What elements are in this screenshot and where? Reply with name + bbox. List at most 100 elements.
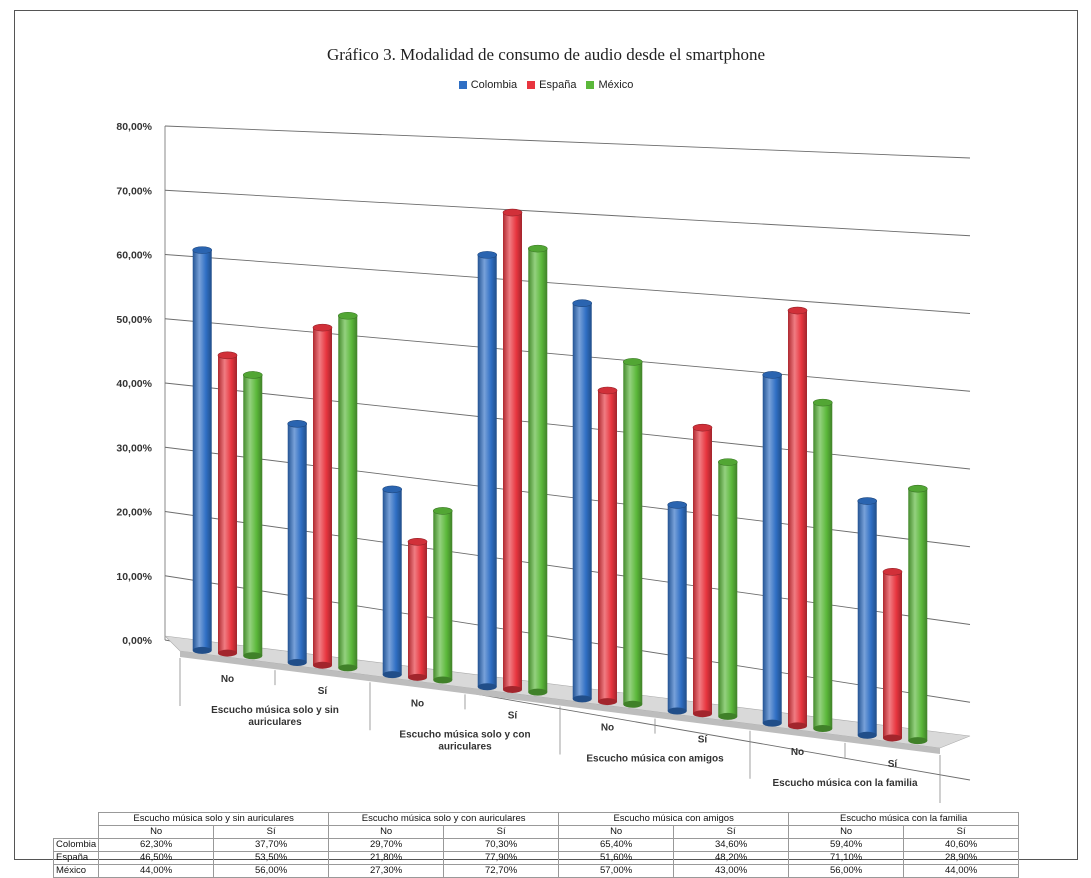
group-label: Escucho música con la familia — [772, 778, 917, 789]
y-tick-label: 60,00% — [116, 250, 152, 262]
gridline — [164, 125, 971, 159]
table-sub-header: Sí — [443, 825, 560, 839]
table-sub-header: No — [788, 825, 905, 839]
table-cell: 56,00% — [788, 864, 905, 878]
x-tick-label: No — [411, 698, 424, 709]
table-sub-header: No — [98, 825, 215, 839]
y-tick-label: 0,00% — [122, 635, 152, 647]
x-tick-label: No — [221, 674, 234, 685]
y-tick-label: 80,00% — [116, 121, 152, 133]
table-cell: 43,00% — [673, 864, 790, 878]
gridline — [164, 318, 971, 392]
chart-legend: Colombia España México — [15, 79, 1077, 91]
y-tick-label: 50,00% — [116, 314, 152, 326]
table-cell: 70,30% — [443, 838, 560, 852]
y-tick-label: 10,00% — [116, 571, 152, 583]
table-group-header: Escucho música solo y sin auriculares — [98, 812, 330, 826]
table-cell: 53,50% — [213, 851, 330, 865]
group-label: Escucho música con amigos — [586, 754, 724, 765]
legend-swatch — [527, 81, 536, 90]
table-cell: 72,70% — [443, 864, 560, 878]
table-cell: 57,00% — [558, 864, 675, 878]
table-cell: 34,60% — [673, 838, 790, 852]
bar-colombia — [857, 497, 878, 739]
x-tick-label: Sí — [698, 735, 709, 746]
bar-colombia — [572, 299, 593, 703]
table-row-label: España — [52, 851, 100, 865]
chart-frame: Gráfico 3. Modalidad de consumo de audio… — [14, 10, 1078, 878]
table-cell: 44,00% — [98, 864, 215, 878]
bar-colombia — [192, 246, 213, 654]
bar-méxico — [907, 484, 928, 745]
table-cell: 44,00% — [903, 864, 1020, 878]
x-tick-label: No — [791, 747, 804, 758]
legend-item-méxico: México — [586, 79, 633, 91]
table-row: México 44,00% 56,00% 27,30% 72,70% 57,00% 43,0… — [52, 864, 1020, 878]
group-label: Escucho música solo y sin — [211, 705, 339, 716]
table-group-header: Escucho música con amigos — [558, 812, 790, 826]
table-cell: 29,70% — [328, 838, 445, 852]
x-tick-label: Sí — [318, 686, 329, 697]
table-cell: 21,80% — [328, 851, 445, 865]
bar-españa — [882, 568, 903, 742]
legend-item-colombia: Colombia — [458, 79, 518, 91]
bar-españa — [217, 351, 238, 657]
table-cell: 56,00% — [213, 864, 330, 878]
bar-españa — [787, 306, 808, 730]
table-cell: 65,40% — [558, 838, 675, 852]
bar-españa — [502, 208, 523, 693]
y-tick-label: 40,00% — [116, 378, 152, 390]
x-tick-label: Sí — [888, 759, 899, 770]
bar-méxico — [717, 458, 738, 720]
group-label: auriculares — [438, 741, 492, 752]
chart-floor — [164, 635, 971, 749]
bar-colombia — [762, 371, 783, 727]
gridline — [164, 254, 971, 314]
table-cell: 59,40% — [788, 838, 905, 852]
table-cell: 46,50% — [98, 851, 215, 865]
bar-méxico — [337, 311, 358, 672]
gridline — [164, 446, 971, 548]
legend-label: España — [539, 79, 577, 91]
table-corner — [54, 813, 99, 826]
table-sub-header: Sí — [213, 825, 330, 839]
gridline — [164, 382, 971, 470]
y-tick-label: 70,00% — [116, 185, 152, 197]
legend-item-españa: España — [527, 79, 576, 91]
bar-colombia — [667, 501, 688, 715]
y-tick-label: 30,00% — [116, 442, 152, 454]
table-group-header-row: Escucho música solo y sin auriculares Esc… — [54, 812, 1020, 826]
gridline — [164, 511, 971, 625]
bar-españa — [312, 323, 333, 669]
bar-españa — [597, 386, 618, 706]
table-cell: 28,90% — [903, 851, 1020, 865]
table-row-label: México — [52, 864, 100, 878]
y-tick-label: 20,00% — [116, 507, 152, 519]
table-cell: 62,30% — [98, 838, 215, 852]
bar-españa — [407, 538, 428, 681]
table-sub-header-row: No Sí No Sí No Sí No Sí — [54, 825, 1020, 839]
bar-colombia — [477, 251, 498, 691]
bar-méxico — [812, 398, 833, 733]
table-cell: 77,90% — [443, 851, 560, 865]
bar-colombia — [287, 420, 308, 666]
table-sub-header: No — [328, 825, 445, 839]
table-cell: 40,60% — [903, 838, 1020, 852]
legend-swatch — [458, 81, 467, 90]
legend-label: México — [598, 79, 634, 91]
table-cell: 37,70% — [213, 838, 330, 852]
bar-méxico — [622, 358, 643, 708]
data-table: Escucho música solo y sin auriculares Esc… — [52, 812, 1020, 878]
table-cell: 27,30% — [328, 864, 445, 878]
table-row-label: Colombia — [52, 838, 100, 852]
bar-méxico — [432, 507, 453, 684]
table-group-header: Escucho música solo y con auriculares — [328, 812, 560, 826]
legend-label: Colombia — [470, 79, 518, 91]
table-cell: 48,20% — [673, 851, 790, 865]
bar-méxico — [242, 371, 263, 660]
bar-méxico — [527, 244, 548, 696]
gridline — [164, 575, 971, 703]
x-tick-label: No — [601, 723, 614, 734]
chart-title: Gráfico 3. Modalidad de consumo de audio… — [326, 45, 766, 64]
table-sub-header: No — [558, 825, 675, 839]
